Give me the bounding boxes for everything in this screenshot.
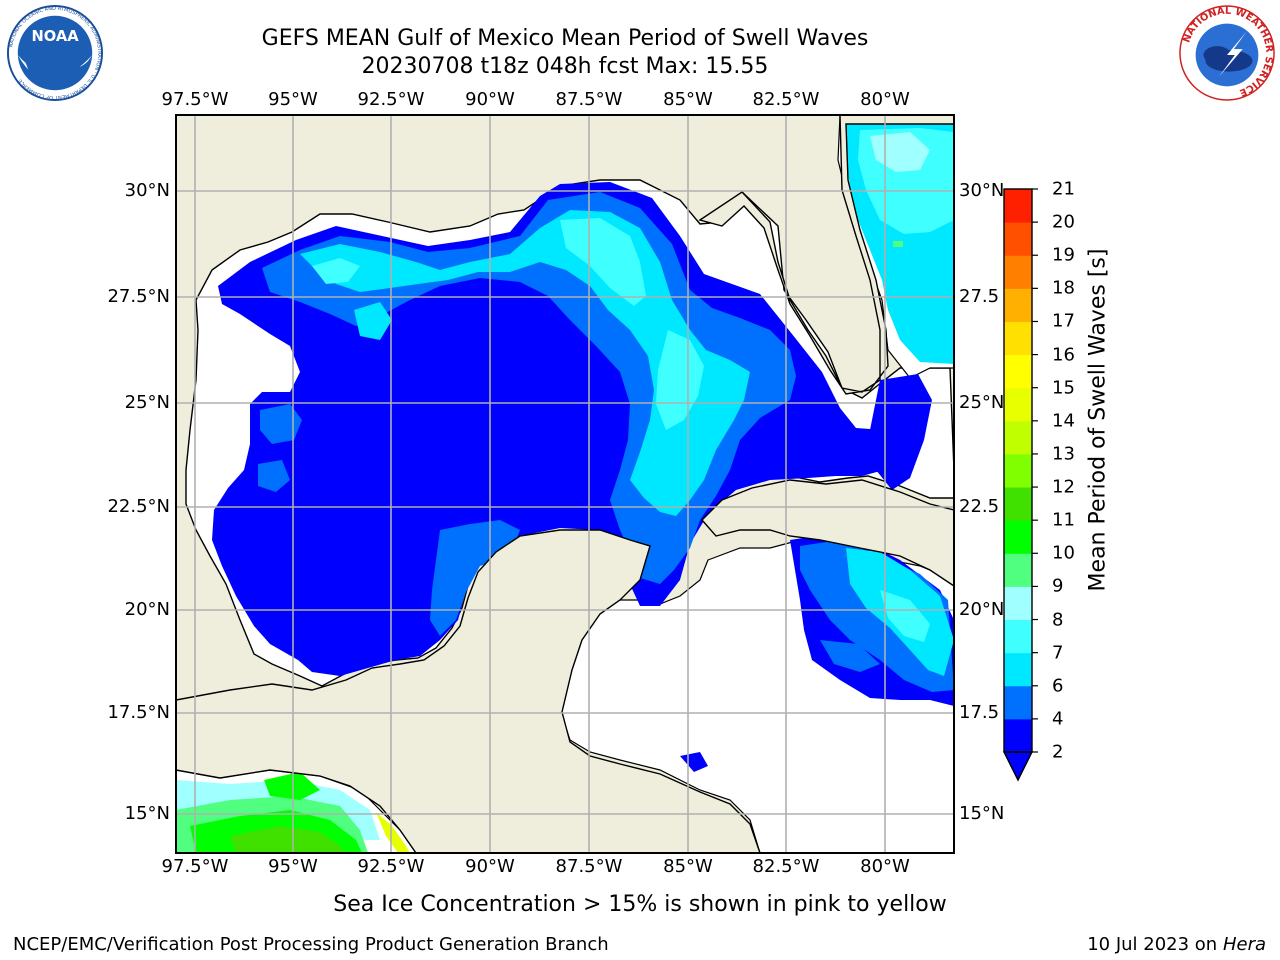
- lat-label-right: 17.5: [959, 702, 1000, 723]
- lat-label-left: 17.5°N: [107, 702, 170, 723]
- swell-field-11s: [230, 826, 344, 853]
- footer-host: Hera: [1222, 934, 1266, 955]
- svg-text:NOAA: NOAA: [31, 28, 79, 45]
- lat-label-right: 30°N: [959, 180, 1005, 201]
- colorbar-bin: [1004, 255, 1032, 289]
- colorbar-tick-label: 20: [1052, 211, 1075, 233]
- lon-label-bottom: 92.5°W: [357, 856, 425, 877]
- lat-label-left: 27.5°N: [107, 286, 170, 307]
- colorbar-tick-label: 16: [1052, 344, 1075, 366]
- lon-label-top: 82.5°W: [752, 89, 820, 110]
- colorbar-bin: [1004, 387, 1032, 422]
- lat-label-right: 20°N: [959, 599, 1005, 620]
- lon-label-bottom: 82.5°W: [752, 856, 820, 877]
- lat-label-left: 15°N: [124, 803, 170, 824]
- lon-label-top: 90°W: [465, 89, 515, 110]
- chart-subtitle: 20230708 t18z 048h fcst Max: 15.55: [361, 54, 769, 79]
- yucatan-land: [176, 529, 761, 853]
- nws-logo: NATIONAL WEATHER SERVICE: [1179, 5, 1275, 101]
- footer-date-text: 10 Jul 2023 on: [1087, 934, 1223, 955]
- lat-label-left: 20°N: [124, 599, 170, 620]
- lon-label-top: 80°W: [860, 89, 910, 110]
- colorbar-bin: [1004, 718, 1032, 753]
- colorbar-tick-label: 19: [1052, 244, 1075, 266]
- colorbar-tick-label: 9: [1052, 575, 1064, 597]
- colorbar-bin: [1004, 189, 1032, 223]
- colorbar-tick-label: 8: [1052, 609, 1064, 631]
- map-frame: [175, 114, 955, 854]
- lat-label-right: 15°N: [959, 803, 1005, 824]
- lon-label-bottom: 85°W: [663, 856, 713, 877]
- colorbar-bin: [1004, 288, 1032, 322]
- noaa-logo: NOAA NATIONAL OCEANIC AND ATMOSPHERIC AD…: [6, 4, 104, 102]
- colorbar-tick-label: 13: [1052, 443, 1075, 465]
- lon-label-bottom: 80°W: [860, 856, 910, 877]
- florida-land: [698, 115, 954, 395]
- colorbar-bin: [1004, 487, 1032, 521]
- lat-label-left: 30°N: [124, 180, 170, 201]
- lat-label-right: 22.5: [959, 496, 1000, 517]
- lat-label-left: 22.5°N: [107, 496, 170, 517]
- chart-title: GEFS MEAN Gulf of Mexico Mean Period of …: [261, 26, 869, 51]
- lon-label-top: 95°W: [268, 89, 318, 110]
- colorbar-bin: [1004, 453, 1032, 488]
- lat-label-left: 25°N: [124, 392, 170, 413]
- colorbar-tick-label: 2: [1052, 741, 1064, 763]
- colorbar-bin: [1004, 354, 1032, 389]
- swell-field-14s: [376, 812, 410, 853]
- lon-label-bottom: 87.5°W: [555, 856, 623, 877]
- colorbar-label: Mean Period of Swell Waves [s]: [1085, 248, 1111, 592]
- lon-label-top: 87.5°W: [555, 89, 623, 110]
- lon-label-top: 97.5°W: [161, 89, 229, 110]
- colorbar-tick-label: 17: [1052, 310, 1075, 332]
- lat-label-right: 25°N: [959, 392, 1005, 413]
- lon-label-bottom: 95°W: [268, 856, 318, 877]
- colorbar-bin: [1004, 553, 1032, 587]
- colorbar-bin: [1004, 685, 1032, 720]
- lon-label-top: 92.5°W: [357, 89, 425, 110]
- colorbar-bin: [1004, 420, 1032, 455]
- colorbar-tick-label: 14: [1052, 410, 1075, 432]
- lon-label-bottom: 90°W: [465, 856, 515, 877]
- footer-credit: NCEP/EMC/Verification Post Processing Pr…: [13, 934, 609, 955]
- colorbar-bin: [1004, 222, 1032, 256]
- footer-date: 10 Jul 2023 on Hera: [1087, 934, 1266, 955]
- colorbar-extend-arrow: [1002, 751, 1034, 782]
- colorbar-tick-label: 4: [1052, 708, 1064, 730]
- colorbar-bin: [1004, 321, 1032, 356]
- colorbar-tick-label: 10: [1052, 542, 1075, 564]
- colorbar-bin: [1004, 652, 1032, 687]
- colorbar-bin: [1004, 586, 1032, 621]
- colorbar-tick-label: 21: [1052, 178, 1075, 200]
- colorbar-tick-label: 15: [1052, 377, 1075, 399]
- colorbar-tick-label: 6: [1052, 675, 1064, 697]
- colorbar-tick-label: 11: [1052, 509, 1075, 531]
- graticule: [176, 115, 954, 853]
- colorbar-frame: [1003, 188, 1033, 753]
- lon-label-top: 85°W: [663, 89, 713, 110]
- lat-label-right: 27.5: [959, 286, 1000, 307]
- lon-label-bottom: 97.5°W: [161, 856, 229, 877]
- colorbar-tick-label: 18: [1052, 277, 1075, 299]
- colorbar-bin: [1004, 520, 1032, 554]
- colorbar-tick-label: 12: [1052, 476, 1075, 498]
- colorbar-tick-label: 7: [1052, 642, 1064, 664]
- sea-ice-note: Sea Ice Concentration > 15% is shown in …: [333, 892, 947, 917]
- colorbar-bin: [1004, 619, 1032, 654]
- swell-field-7s: [312, 128, 954, 642]
